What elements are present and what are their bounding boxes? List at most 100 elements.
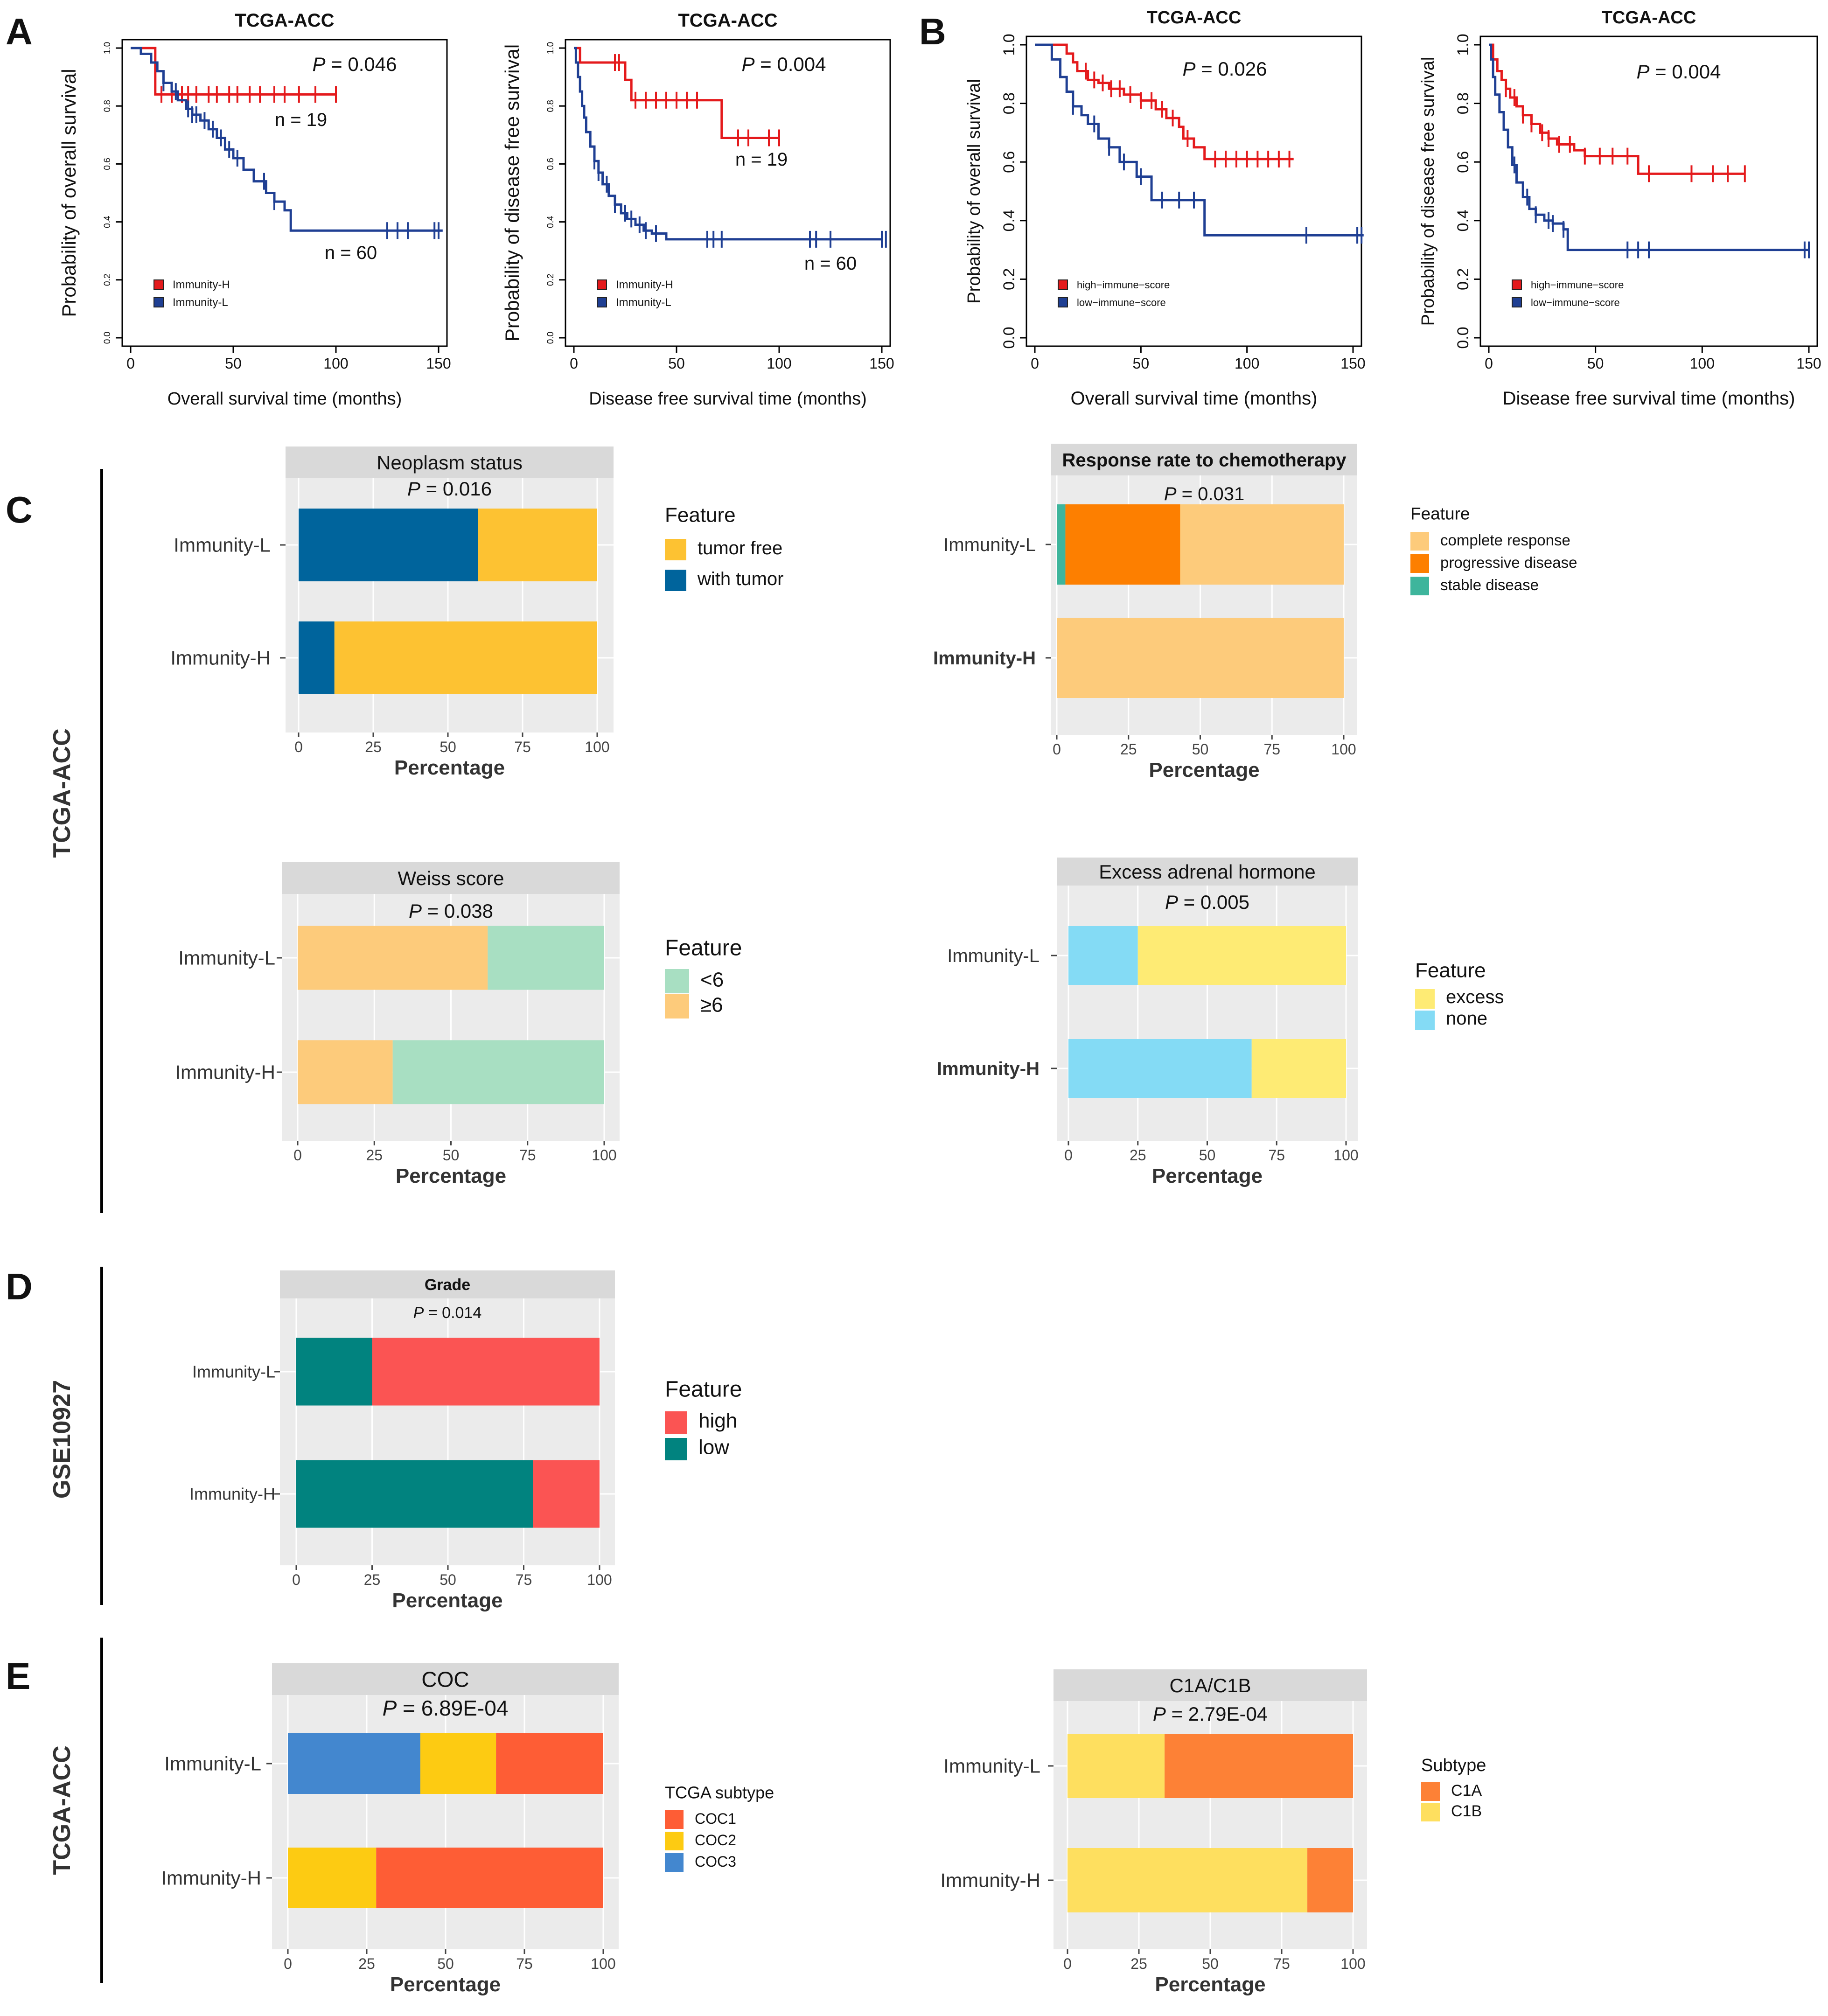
km-title: TCGA-ACC bbox=[1147, 8, 1242, 28]
x-tick-label: 0 bbox=[293, 1147, 302, 1164]
p-value: P = 0.016 bbox=[407, 478, 492, 500]
x-tick-label: 25 bbox=[364, 1571, 381, 1588]
km-plot-b1: TCGA-ACC 0 50 100 150 0.0 0.2 0.4 0.6 0.8 1.0 Overa… bbox=[964, 8, 1366, 409]
y-tick-label: 0.2 bbox=[1454, 268, 1472, 290]
group-label-tcga_c: TCGA-ACC bbox=[49, 728, 76, 858]
panel-letter-b: B bbox=[919, 11, 946, 52]
y-tick-label: 0.4 bbox=[546, 216, 556, 228]
km-plot-frame bbox=[1026, 35, 1362, 347]
legend-label: C1B bbox=[1451, 1802, 1482, 1820]
legend-swatch bbox=[153, 279, 164, 290]
legend-swatch bbox=[665, 539, 686, 560]
p-value: P = 0.005 bbox=[1165, 891, 1249, 913]
y-axis-label: Probability of disease free survival bbox=[501, 44, 523, 342]
x-tick-label: 25 bbox=[365, 739, 382, 755]
x-tick-label: 0 bbox=[292, 1571, 300, 1588]
x-tick-label: 25 bbox=[1120, 741, 1137, 758]
legend-title: Feature bbox=[665, 935, 742, 960]
x-axis-label: Percentage bbox=[392, 1589, 502, 1612]
bar-chart-e2: C1A/C1B Immunity-L Immunity-H P = 2.79E-04 0… bbox=[940, 1669, 1486, 1996]
legend-swatch bbox=[665, 1853, 684, 1872]
x-tick-label: 0 bbox=[570, 355, 578, 372]
legend-swatch bbox=[665, 994, 689, 1018]
legend-label: low−immune−score bbox=[1531, 297, 1620, 308]
category-label: Immunity-H bbox=[937, 1059, 1040, 1079]
x-tick-label: 100 bbox=[1235, 355, 1259, 372]
legend-label: low bbox=[698, 1436, 729, 1459]
legend-label: high−immune−score bbox=[1077, 279, 1170, 291]
y-tick-label: 1.0 bbox=[1454, 34, 1472, 56]
x-tick-label: 75 bbox=[1263, 741, 1280, 758]
x-tick-label: 150 bbox=[1340, 355, 1365, 372]
category-label: Immunity-H bbox=[940, 1870, 1040, 1891]
y-axis-label: Probability of overall survival bbox=[964, 79, 984, 304]
legend-label: C1A bbox=[1451, 1782, 1482, 1800]
bar-segment-low-immunity-h bbox=[296, 1460, 533, 1528]
x-tick-label: 50 bbox=[443, 1147, 460, 1164]
x-axis-label: Percentage bbox=[1149, 759, 1259, 781]
x-tick-label: 25 bbox=[1130, 1147, 1146, 1164]
legend-label: <6 bbox=[700, 968, 724, 991]
x-tick-label: 0 bbox=[1064, 1147, 1073, 1164]
legend-swatch bbox=[1512, 297, 1522, 307]
bar-segment-stable-disease-immunity-l bbox=[1057, 504, 1066, 585]
bar-segment-coc2-immunity-l bbox=[420, 1733, 496, 1794]
x-axis-label: Overall survival time (months) bbox=[167, 389, 402, 409]
x-tick-label: 50 bbox=[1133, 355, 1150, 372]
x-tick-label: 50 bbox=[440, 739, 456, 755]
km-plot-frame bbox=[121, 39, 448, 347]
bar-segment-none-immunity-h bbox=[1068, 1039, 1252, 1098]
y-tick-label: 0.2 bbox=[546, 274, 556, 286]
x-tick-label: 25 bbox=[366, 1147, 383, 1164]
legend-label: Immunity-L bbox=[173, 296, 228, 309]
bar-segment-low-immunity-l bbox=[296, 1338, 372, 1406]
legend-title: Feature bbox=[665, 1377, 742, 1402]
legend-title: TCGA subtype bbox=[665, 1783, 774, 1802]
legend-label: high bbox=[698, 1409, 737, 1432]
panel-strip-title: Response rate to chemotherapy bbox=[1062, 450, 1347, 470]
bar-segment-high-immunity-h bbox=[533, 1460, 600, 1528]
category-label: Immunity-L bbox=[174, 534, 271, 556]
y-tick-label: 0.8 bbox=[103, 100, 112, 112]
y-tick-label: 0.2 bbox=[1000, 268, 1018, 290]
legend-swatch bbox=[665, 1810, 684, 1829]
y-tick-label: 0.0 bbox=[546, 332, 556, 344]
group-label-tcga_e: TCGA-ACC bbox=[49, 1745, 76, 1875]
p-value: P = 0.046 bbox=[313, 53, 397, 75]
bar-chart-c1: Neoplasm status Immunity-L Immunity-H P = 0… bbox=[170, 446, 784, 779]
p-value: P = 2.79E-04 bbox=[1153, 1703, 1268, 1725]
legend-label: COC2 bbox=[695, 1832, 736, 1849]
legend-label: Immunity-L bbox=[616, 296, 671, 309]
bar-chart-c2: Response rate to chemotherapy Immunity-L I… bbox=[933, 444, 1577, 781]
category-label: Immunity-H bbox=[175, 1061, 275, 1083]
p-value: P = 0.014 bbox=[413, 1304, 482, 1322]
x-tick-label: 150 bbox=[426, 355, 451, 372]
x-tick-label: 50 bbox=[1202, 1955, 1219, 1972]
y-tick-label: 0.4 bbox=[1454, 209, 1472, 231]
legend-swatch bbox=[1415, 1011, 1435, 1030]
x-tick-label: 50 bbox=[1199, 1147, 1216, 1164]
x-tick-label: 75 bbox=[516, 1571, 532, 1588]
x-tick-label: 100 bbox=[591, 1955, 615, 1972]
x-tick-label: 50 bbox=[225, 355, 242, 372]
n-annotation: n = 60 bbox=[325, 243, 377, 263]
legend-swatch bbox=[1421, 1803, 1440, 1821]
x-tick-label: 100 bbox=[1333, 1147, 1358, 1164]
x-tick-label: 100 bbox=[1340, 1955, 1365, 1972]
x-tick-label: 50 bbox=[1192, 741, 1209, 758]
panel-strip-title: Excess adrenal hormone bbox=[1099, 861, 1316, 883]
panel-strip-title: C1A/C1B bbox=[1169, 1674, 1251, 1696]
bar-segment-c1a-immunity-h bbox=[1307, 1848, 1353, 1912]
y-tick-label: 0.6 bbox=[1454, 151, 1472, 173]
legend-swatch bbox=[1410, 532, 1429, 551]
x-tick-label: 75 bbox=[1273, 1955, 1290, 1972]
km-title: TCGA-ACC bbox=[235, 10, 334, 31]
n-annotation: n = 19 bbox=[275, 110, 327, 130]
panel-strip-title: Grade bbox=[425, 1276, 470, 1294]
km-curve-immunity-l bbox=[131, 47, 443, 232]
bar-chart-d1: Grade Immunity-L Immunity-H P = 0.014 0 25 50 7… bbox=[189, 1270, 742, 1612]
y-tick-label: 0.6 bbox=[103, 158, 112, 170]
bar-segment-coc3-immunity-l bbox=[288, 1733, 420, 1794]
x-axis-label: Percentage bbox=[396, 1165, 506, 1187]
